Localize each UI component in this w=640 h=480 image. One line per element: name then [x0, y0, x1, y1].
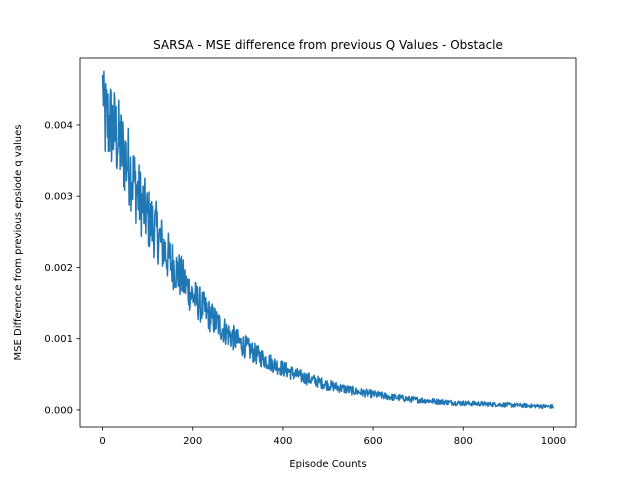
x-axis: 0 200 400 600 800 1000	[99, 427, 566, 447]
y-axis: 0.000 0.001 0.002 0.003 0.004	[44, 120, 80, 416]
y-axis-label: MSE Difference from previous epsiode q v…	[13, 125, 24, 361]
plot-frame	[79, 57, 577, 428]
y-tick-label: 0.001	[44, 334, 73, 345]
x-tick-label: 200	[183, 436, 202, 447]
y-tick-label: 0.004	[44, 120, 73, 131]
x-tick-label: 0	[99, 436, 105, 447]
series-line	[101, 70, 555, 409]
x-tick-label: 600	[364, 436, 383, 447]
y-tick-label: 0.003	[44, 192, 73, 203]
x-tick-label: 400	[273, 436, 292, 447]
y-tick-label: 0.000	[44, 405, 73, 416]
x-axis-label: Episode Counts	[289, 459, 366, 470]
series-layer	[101, 70, 555, 409]
x-tick-label: 1000	[541, 436, 566, 447]
chart-title: SARSA - MSE difference from previous Q V…	[153, 38, 503, 52]
x-tick-label: 800	[454, 436, 473, 447]
y-tick-label: 0.002	[44, 263, 73, 274]
